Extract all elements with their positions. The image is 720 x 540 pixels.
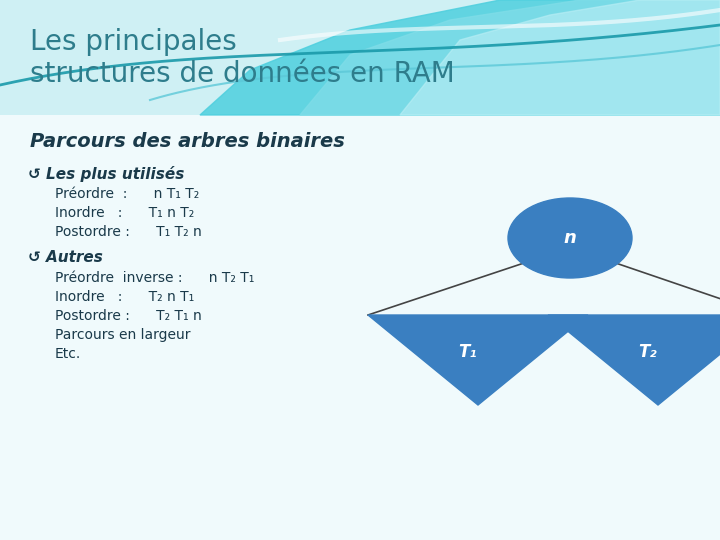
FancyBboxPatch shape (0, 0, 720, 115)
Text: Inordre   :      T₁ n T₂: Inordre : T₁ n T₂ (55, 206, 194, 220)
Text: structures de données en RAM: structures de données en RAM (30, 60, 455, 88)
Text: n: n (564, 229, 577, 247)
Text: T₂: T₂ (639, 343, 657, 361)
Text: ↺ Les plus utilisés: ↺ Les plus utilisés (28, 166, 184, 182)
Polygon shape (368, 315, 588, 405)
Ellipse shape (508, 198, 632, 278)
Text: Inordre   :      T₂ n T₁: Inordre : T₂ n T₁ (55, 290, 194, 304)
Text: Parcours en largeur: Parcours en largeur (55, 328, 191, 342)
Polygon shape (300, 0, 720, 115)
Polygon shape (400, 0, 720, 115)
Text: Postordre :      T₁ T₂ n: Postordre : T₁ T₂ n (55, 225, 202, 239)
Text: Préordre  :      n T₁ T₂: Préordre : n T₁ T₂ (55, 187, 199, 201)
Text: Etc.: Etc. (55, 347, 81, 361)
Text: Parcours des arbres binaires: Parcours des arbres binaires (30, 132, 345, 151)
Text: ↺ Autres: ↺ Autres (28, 250, 103, 265)
Text: Postordre :      T₂ T₁ n: Postordre : T₂ T₁ n (55, 309, 202, 323)
Text: Les principales: Les principales (30, 28, 237, 56)
Text: T₁: T₁ (459, 343, 477, 361)
Polygon shape (548, 315, 720, 405)
Polygon shape (200, 0, 720, 115)
Text: Préordre  inverse :      n T₂ T₁: Préordre inverse : n T₂ T₁ (55, 271, 254, 285)
